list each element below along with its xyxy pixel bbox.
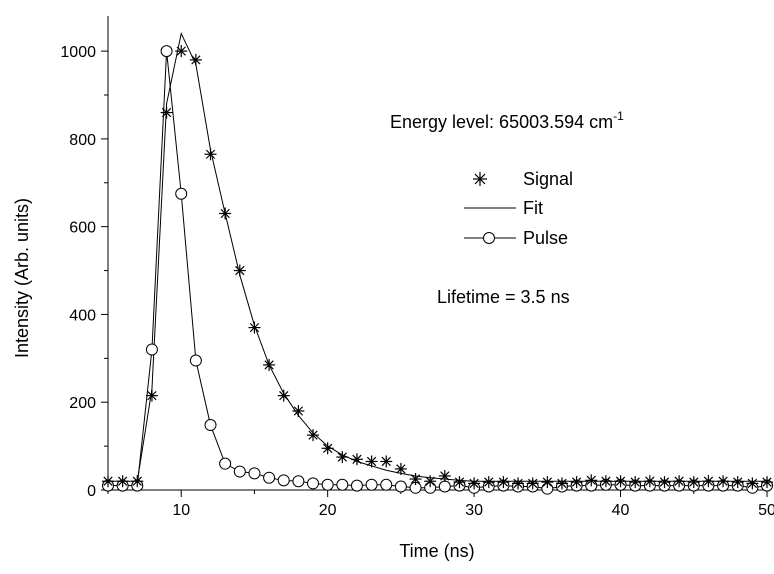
pulse-point [248,467,261,480]
signal-point [307,429,320,442]
signal-point [424,475,437,488]
pulse-point [204,419,217,432]
signal-point [336,451,349,464]
signal-point [219,207,232,220]
energy-level-text: Energy level: 65003.594 cm [390,112,613,132]
pulse-point [145,343,158,356]
signal-point [453,476,466,489]
signal-point [570,476,583,489]
pulse-point [175,187,188,200]
y-tick-label: 200 [69,395,96,412]
signal-point [512,477,525,490]
signal-point [629,476,642,489]
legend-fit-label: Fit [523,198,543,218]
y-tick-label: 600 [69,220,96,237]
legend: Signal Fit Pulse [464,169,573,248]
signal-point [277,389,290,402]
signal-point [746,477,759,490]
x-tick-label: 40 [612,502,630,519]
pulse-point [350,479,363,492]
x-tick-label: 10 [172,502,190,519]
signal-point [658,476,671,489]
signal-point [233,264,246,277]
pulse-point [438,480,451,493]
pulse-point [189,354,202,367]
x-tick-label: 30 [465,502,483,519]
signal-point [263,358,276,371]
x-axis-title: Time (ns) [399,541,474,561]
signal-point [541,476,554,489]
pulse-point [277,474,290,487]
signal-point [497,476,510,489]
signal-point [614,475,627,488]
x-tick-label: 50 [758,502,774,519]
pulse-point [321,478,334,491]
signal-point [717,475,730,488]
signal-point [175,45,188,58]
pulse-point [394,480,407,493]
signal-point [116,475,129,488]
y-tick-label: 0 [87,483,96,500]
y-tick-label: 400 [69,307,96,324]
signal-point [292,405,305,417]
legend-pulse-label: Pulse [523,228,568,248]
pulse-point [365,478,378,491]
x-tick-label: 20 [319,502,337,519]
legend-pulse-marker [483,232,495,244]
signal-point [321,442,334,455]
pulse-line [108,51,768,490]
pulse-point [336,478,349,491]
signal-point [555,477,568,490]
energy-level-annotation: Energy level: 65003.594 cm-1 [390,109,624,132]
energy-level-superscript: -1 [613,109,624,123]
signal-point [365,455,378,468]
signal-point [394,462,407,475]
signal-point [702,475,715,488]
pulse-point [380,478,393,491]
signal-point [438,469,451,482]
signal-point [599,475,612,488]
signal-point [468,477,481,490]
signal-point [761,476,773,489]
signal-point [204,148,217,161]
signal-point [409,473,422,486]
y-tick-label: 1000 [60,44,96,61]
signal-point [643,475,656,488]
signal-point [482,476,495,489]
signal-point [380,455,393,468]
y-axis-title: Intensity (Arb. units) [12,198,32,358]
signal-point [160,106,173,119]
pulse-point [263,471,276,484]
signal-point [248,321,261,334]
signal-point [673,475,686,488]
pulse-point [307,477,320,490]
legend-signal-label: Signal [523,169,573,189]
pulse-point [233,465,246,478]
legend-signal-asterisk [473,172,487,186]
lifetime-annotation: Lifetime = 3.5 ns [437,287,570,307]
signal-point [350,453,363,466]
signal-point [189,53,202,66]
signal-point [131,475,144,488]
fit-line [108,32,767,482]
signal-point [731,476,744,489]
pulse-point [292,475,305,488]
signal-point [526,477,539,490]
y-tick-label: 800 [69,132,96,149]
axes: 0 200 400 600 800 1000 10 20 30 40 50 [60,16,774,519]
signal-point [687,476,700,489]
signal-point [145,389,158,402]
signal-point [102,475,114,488]
pulse-point [160,45,173,58]
pulse-point [219,457,232,470]
signal-point [585,474,598,487]
series-layer [102,32,773,495]
legend-signal-marker [473,172,487,186]
